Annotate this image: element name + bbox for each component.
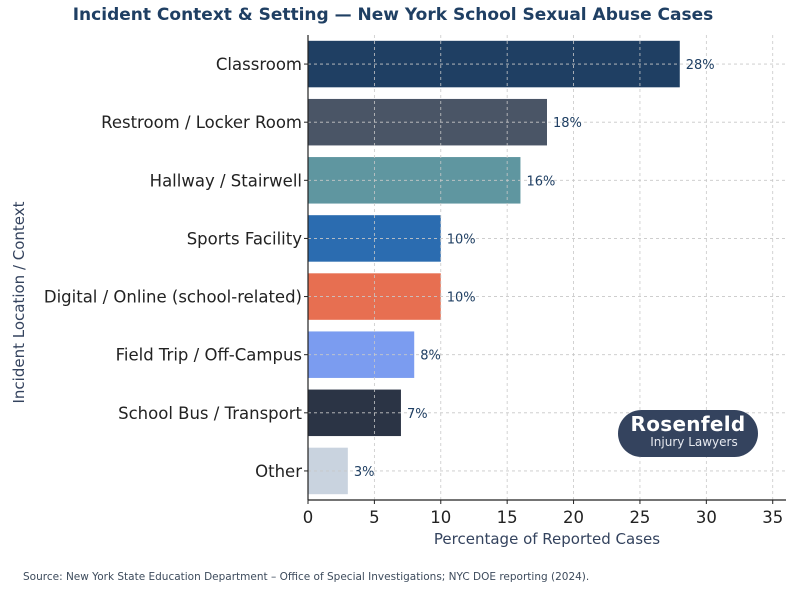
data-label: 3% xyxy=(354,465,375,480)
chart-title: Incident Context & Setting — New York Sc… xyxy=(72,5,714,25)
x-tick-label: 20 xyxy=(563,508,584,527)
x-tick-label: 15 xyxy=(497,508,518,527)
y-tick-label: School Bus / Transport xyxy=(118,404,302,423)
y-tick-label: Field Trip / Off-Campus xyxy=(116,346,302,365)
y-tick-label: Other xyxy=(255,462,302,481)
y-tick-label: Hallway / Stairwell xyxy=(150,171,302,190)
bar-1 xyxy=(308,98,547,146)
x-tick-label: 5 xyxy=(369,508,380,527)
x-tick-label: 35 xyxy=(762,508,783,527)
rosenfeld-logo: Rosenfeld Injury Lawyers xyxy=(618,410,758,457)
data-label: 28% xyxy=(686,58,715,73)
x-tick-label: 25 xyxy=(629,508,650,527)
y-tick-label: Digital / Online (school-related) xyxy=(44,288,302,307)
data-label: 10% xyxy=(447,232,476,247)
bar-6 xyxy=(308,389,401,437)
x-axis-label: Percentage of Reported Cases xyxy=(434,530,660,548)
data-label: 8% xyxy=(420,349,441,364)
data-label: 7% xyxy=(407,407,428,422)
y-tick-label: Sports Facility xyxy=(187,229,303,248)
data-label: 10% xyxy=(447,291,476,306)
y-tick-label: Restroom / Locker Room xyxy=(101,113,302,132)
y-tick-label: Classroom xyxy=(216,55,302,74)
x-tick-label: 0 xyxy=(303,508,314,527)
logo-line1: Rosenfeld xyxy=(630,412,746,436)
bar-2 xyxy=(308,157,521,204)
y-axis-label: Incident Location / Context xyxy=(10,201,28,403)
x-tick-label: 10 xyxy=(430,508,451,527)
source-note: Source: New York State Education Departm… xyxy=(23,571,590,583)
x-tick-label: 30 xyxy=(696,508,717,527)
data-label: 16% xyxy=(526,174,555,189)
bar-5 xyxy=(308,331,415,378)
logo-line2: Injury Lawyers xyxy=(650,435,738,449)
data-label: 18% xyxy=(553,116,582,131)
